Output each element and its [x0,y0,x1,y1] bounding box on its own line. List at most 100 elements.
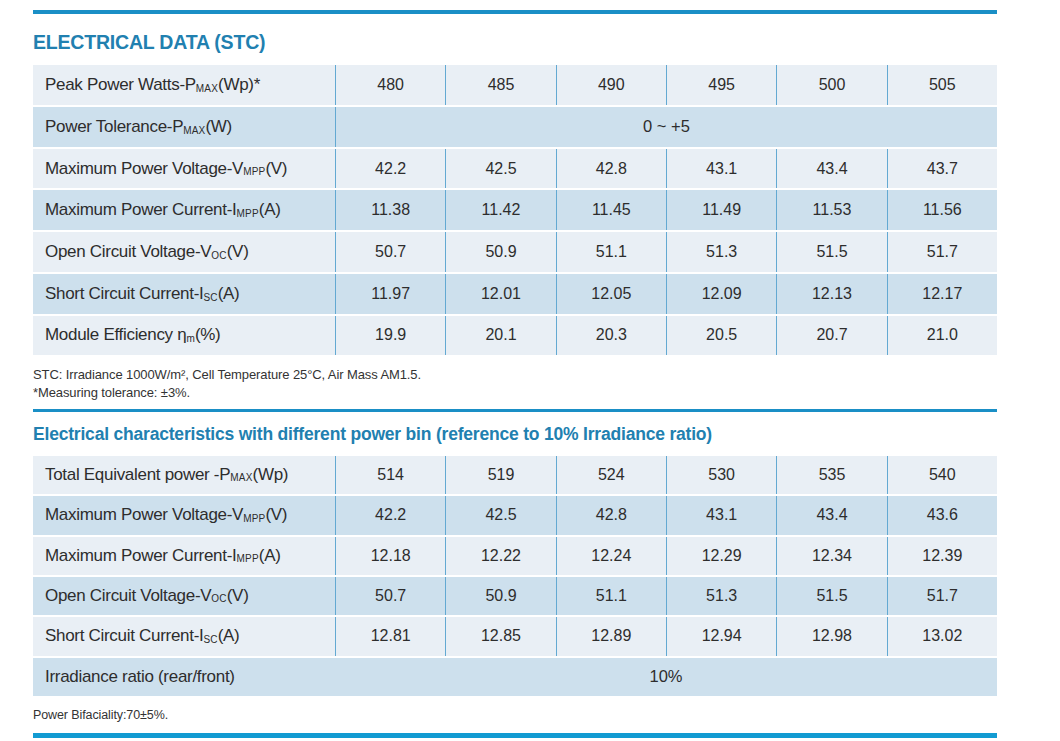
table-row-efficiency: Module Efficiency η m (%) 19.9 20.1 20.3… [33,316,997,358]
stc-table: Peak Power Watts-PMAX (Wp)* 480 485 490 … [33,65,997,357]
row-label: Maximum Power Voltage-VMPP (V) [33,496,335,534]
value-cell: 11.45 [556,190,666,230]
row-label-subscript: MPP [236,209,258,230]
value-cell: 43.6 [887,496,997,534]
row-label-subscript: OC [211,594,226,615]
row-label: Peak Power Watts-PMAX (Wp)* [33,65,335,105]
value-cell: 42.2 [335,496,445,534]
row-label-text: Maximum Power Voltage-V [45,505,243,525]
spanned-value-cell: 10% [335,658,997,696]
bottom-rule [33,733,997,738]
value-cell: 51.5 [776,232,886,272]
table-row-total-equivalent-power: Total Equivalent power -PMAX (Wp) 514 51… [33,456,997,496]
row-label: Maximum Power Voltage-VMPP (V) [33,149,335,189]
row-label-text: Maximum Power Current-I [45,546,236,566]
row-label-unit: (A) [259,200,281,220]
row-label-text: Maximum Power Current-I [45,200,236,220]
row-label: Power Tolerance-PMAX (W) [33,107,335,147]
table-row-impp: Maximum Power Current-IMPP (A) 11.38 11.… [33,190,997,232]
value-cell: 51.1 [556,577,666,615]
row-label-subscript: MPP [236,554,258,575]
value-cell: 12.24 [556,537,666,575]
row-label: Module Efficiency η m (%) [33,316,335,356]
value-cell: 514 [335,456,445,494]
value-cell: 42.2 [335,149,445,189]
top-rule [33,10,997,14]
power-bin-footnotes: Power Bifaciality:70±5%. [33,707,997,724]
value-cell: 19.9 [335,316,445,356]
value-cell: 12.85 [445,617,555,655]
footnote-measuring-tolerance: *Measuring tolerance: ±3%. [33,384,997,402]
value-cell: 524 [556,456,666,494]
value-cell: 12.05 [556,274,666,314]
row-label-unit: (V) [227,586,249,606]
row-label-unit: (V) [265,159,287,179]
value-cell: 11.53 [776,190,886,230]
row-label-text: Open Circuit Voltage-V [45,242,211,262]
row-label: Maximum Power Current-IMPP (A) [33,537,335,575]
table-row-isc: Short Circuit Current-ISC (A) 11.97 12.0… [33,274,997,316]
row-label-subscript: MAX [183,126,205,147]
row-label: Open Circuit Voltage-VOC (V) [33,232,335,272]
row-label-unit: (%) [195,325,221,345]
footnote-stc-conditions: STC: Irradiance 1000W/m², Cell Temperatu… [33,366,997,384]
row-label-text: Power Tolerance-P [45,117,183,137]
row-label-unit: (Wp)* [218,75,260,95]
row-label-unit: (V) [265,505,287,525]
value-cell: 540 [887,456,997,494]
value-cell: 505 [887,65,997,105]
row-label-text: Irradiance ratio (rear/front) [45,667,235,687]
value-cell: 12.13 [776,274,886,314]
value-cell: 500 [776,65,886,105]
spanned-value-cell: 0 ~ +5 [335,107,997,147]
value-cell: 21.0 [887,316,997,356]
row-label-text: Peak Power Watts-P [45,75,196,95]
row-label-unit: (Wp) [253,465,289,485]
value-cell: 530 [666,456,776,494]
value-cell: 43.1 [666,149,776,189]
value-cell: 11.97 [335,274,445,314]
row-label-text: Maximum Power Voltage-V [45,159,243,179]
footnote-power-bifaciality: Power Bifaciality:70±5%. [33,707,997,724]
datasheet-page: ELECTRICAL DATA (STC) Peak Power Watts-P… [0,0,1060,738]
row-label: Irradiance ratio (rear/front) [33,658,335,696]
value-cell: 12.09 [666,274,776,314]
value-cell: 43.4 [776,496,886,534]
value-cell: 20.3 [556,316,666,356]
value-cell: 12.89 [556,617,666,655]
table-row-voc-bin: Open Circuit Voltage-VOC (V) 50.7 50.9 5… [33,577,997,617]
row-label: Total Equivalent power -PMAX (Wp) [33,456,335,494]
value-cell: 11.49 [666,190,776,230]
value-cell: 12.39 [887,537,997,575]
row-label-subscript: MAX [196,84,218,105]
value-cell: 12.34 [776,537,886,575]
value-cell: 490 [556,65,666,105]
row-label: Open Circuit Voltage-VOC (V) [33,577,335,615]
stc-footnotes: STC: Irradiance 1000W/m², Cell Temperatu… [33,366,997,402]
row-label-unit: (A) [218,626,240,646]
value-cell: 13.02 [887,617,997,655]
row-label-subscript: MPP [243,514,265,535]
value-cell: 51.7 [887,232,997,272]
value-cell: 20.7 [776,316,886,356]
row-label-text: Short Circuit Current-I [45,284,203,304]
value-cell: 12.17 [887,274,997,314]
value-cell: 43.1 [666,496,776,534]
value-cell: 12.22 [445,537,555,575]
value-cell: 43.4 [776,149,886,189]
value-cell: 480 [335,65,445,105]
row-label-text: Short Circuit Current-I [45,626,203,646]
row-label-unit: (A) [259,546,281,566]
power-bin-table: Total Equivalent power -PMAX (Wp) 514 51… [33,456,997,698]
value-cell: 12.29 [666,537,776,575]
value-cell: 12.94 [666,617,776,655]
value-cell: 11.38 [335,190,445,230]
table-row-isc-bin: Short Circuit Current-ISC (A) 12.81 12.8… [33,617,997,657]
table-row-voc: Open Circuit Voltage-VOC (V) 50.7 50.9 5… [33,232,997,274]
value-cell: 535 [776,456,886,494]
row-label-text: Open Circuit Voltage-V [45,586,211,606]
table-row-power-tolerance: Power Tolerance-PMAX (W) 0 ~ +5 [33,107,997,149]
value-cell: 51.7 [887,577,997,615]
table-row-vmpp-bin: Maximum Power Voltage-VMPP (V) 42.2 42.5… [33,496,997,536]
row-label-subscript: SC [203,635,217,656]
